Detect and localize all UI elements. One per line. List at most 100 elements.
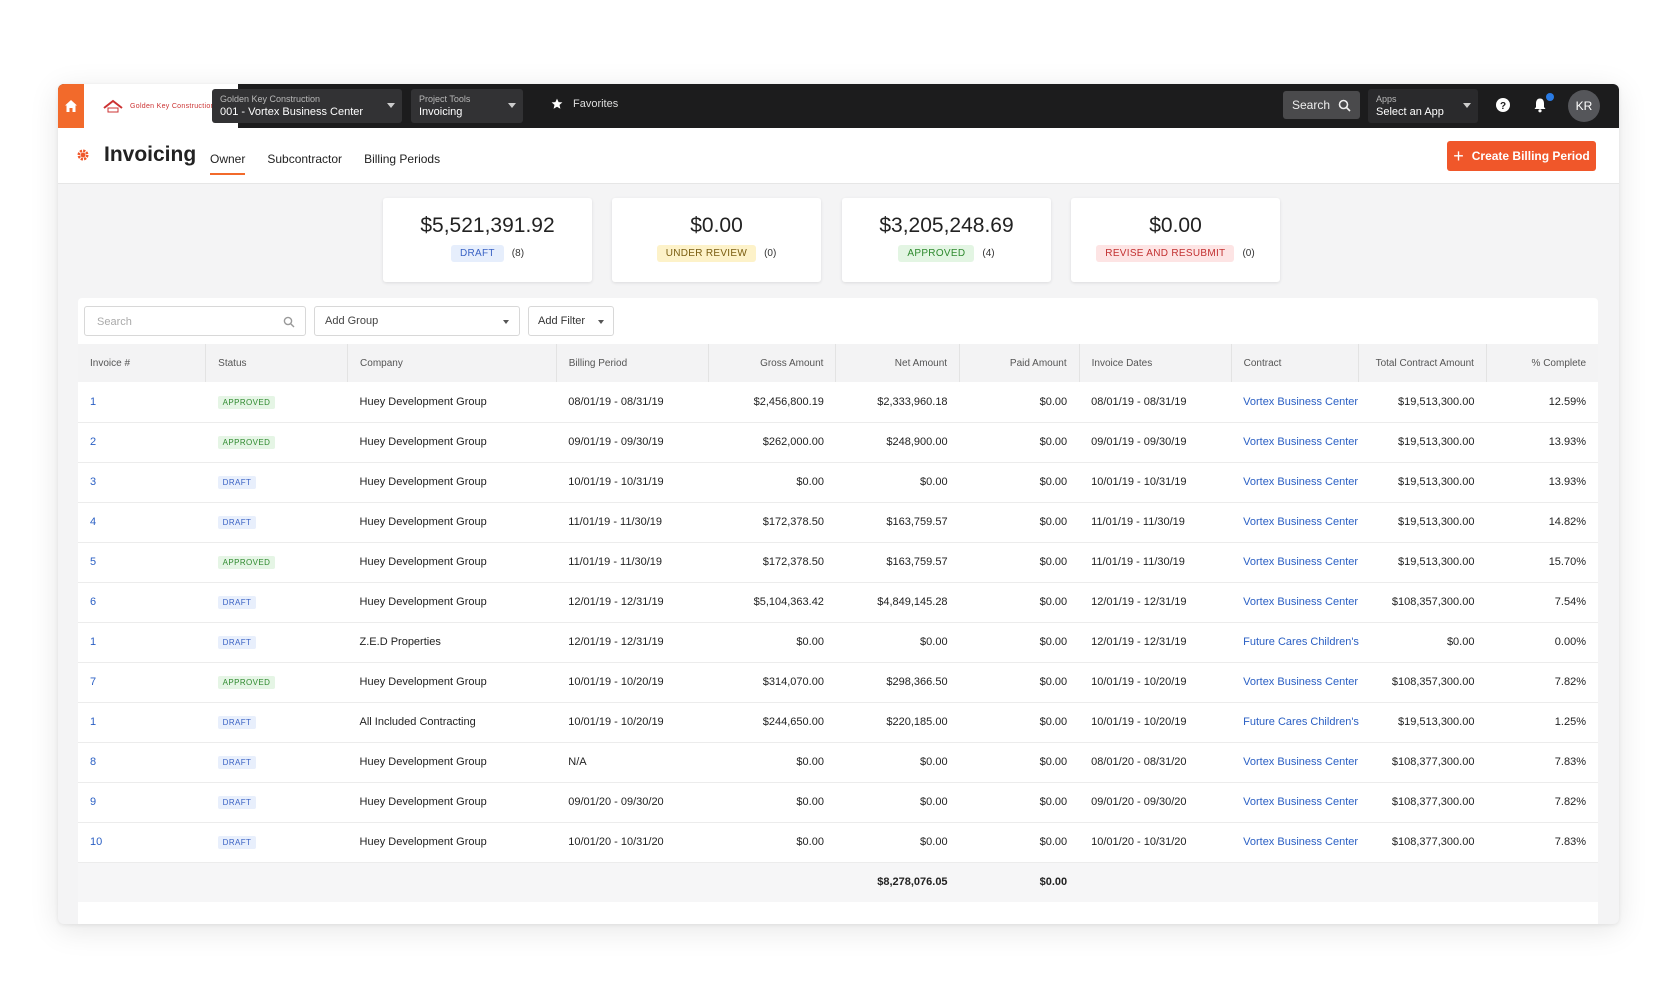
table-cell: 13.93% bbox=[1548, 476, 1586, 488]
summary-card-draft[interactable]: $5,521,391.92 DRAFT (8) bbox=[383, 198, 592, 282]
table-cell: 7.54% bbox=[1554, 596, 1586, 608]
project-selector-value: 001 - Vortex Business Center bbox=[220, 106, 364, 118]
table-row[interactable]: 3 DRAFT Huey Development Group 10/01/19 - 1… bbox=[78, 462, 1598, 502]
home-button[interactable] bbox=[58, 84, 84, 128]
table-cell: $19,513,300.00 bbox=[1398, 476, 1475, 488]
tab-subcontractor[interactable]: Subcontractor bbox=[267, 152, 343, 166]
table-cell: $19,513,300.00 bbox=[1398, 395, 1475, 408]
invoice-number-link[interactable]: 1 bbox=[90, 636, 97, 648]
invoice-number-link[interactable]: 5 bbox=[90, 556, 97, 568]
column-header[interactable]: % Complete bbox=[1531, 357, 1586, 369]
column-header[interactable]: Billing Period bbox=[556, 344, 709, 382]
contract-link[interactable]: Vortex Business Center bbox=[1243, 596, 1359, 608]
global-search-button[interactable]: Search bbox=[1283, 91, 1360, 119]
table-cell: $0.00 bbox=[796, 796, 824, 808]
tab-billing-periods[interactable]: Billing Periods bbox=[364, 152, 441, 166]
column-header[interactable]: Paid Amount bbox=[959, 344, 1080, 382]
table-row[interactable]: 9 DRAFT Huey Development Group 09/01/20 - 0… bbox=[78, 782, 1598, 822]
invoice-number-link[interactable]: 8 bbox=[90, 756, 97, 768]
table-row[interactable]: 10 DRAFT Huey Development Group 10/01/20 - … bbox=[78, 822, 1598, 862]
table-cell: $0.00 bbox=[1446, 636, 1475, 648]
column-header[interactable]: Contract bbox=[1231, 344, 1360, 382]
invoice-number-link[interactable]: 1 bbox=[90, 716, 97, 728]
table-cell: $19,513,300.00 bbox=[1398, 556, 1475, 568]
table-cell: $0.00 bbox=[1039, 716, 1068, 728]
add-group-select[interactable]: Add Group bbox=[314, 306, 520, 336]
table-body: 1 APPROVED Huey Development Group 08/01/19 … bbox=[78, 382, 1598, 902]
apps-selector[interactable]: Apps Select an App bbox=[1368, 89, 1478, 123]
table-cell: $19,513,300.00 bbox=[1398, 436, 1475, 448]
table-cell: 12/01/19 - 12/31/19 bbox=[1091, 596, 1187, 608]
create-billing-period-button[interactable]: + Create Billing Period bbox=[1447, 141, 1596, 171]
status-cell: DRAFT bbox=[206, 622, 348, 662]
contract-link[interactable]: Future Cares Children's bbox=[1243, 716, 1359, 728]
user-avatar[interactable]: KR bbox=[1568, 90, 1600, 122]
table-row[interactable]: 6 DRAFT Huey Development Group 12/01/19 - 1… bbox=[78, 582, 1598, 622]
contract-link[interactable]: Vortex Business Center bbox=[1243, 836, 1359, 848]
contract-link[interactable]: Vortex Business Center bbox=[1243, 516, 1359, 528]
invoice-number-link[interactable]: 9 bbox=[90, 796, 97, 808]
table-cell: 11/01/19 - 11/30/19 bbox=[568, 556, 663, 568]
favorites-label: Favorites bbox=[573, 98, 619, 110]
status-badge: DRAFT bbox=[217, 636, 257, 649]
table-cell: 7.82% bbox=[1554, 676, 1586, 688]
favorites-button[interactable]: Favorites bbox=[551, 98, 618, 110]
table-cell: Huey Development Group bbox=[359, 596, 487, 608]
table-search-input[interactable]: Search bbox=[84, 306, 306, 336]
column-header[interactable]: Net Amount bbox=[835, 344, 961, 382]
table-row[interactable]: 1 DRAFT Z.E.D Properties 12/01/19 - 12/31/1… bbox=[78, 622, 1598, 662]
table-row[interactable]: 4 DRAFT Huey Development Group 11/01/19 - 1… bbox=[78, 502, 1598, 542]
table-cell: $0.00 bbox=[796, 476, 824, 488]
column-header[interactable]: Status bbox=[205, 344, 349, 382]
invoice-number-link[interactable]: 7 bbox=[90, 676, 97, 688]
table-row[interactable]: 1 APPROVED Huey Development Group 08/01/19 … bbox=[78, 382, 1598, 422]
column-header[interactable]: Total Contract Amount bbox=[1358, 344, 1487, 382]
tab-owner[interactable]: Owner bbox=[210, 152, 246, 175]
bell-icon[interactable] bbox=[1532, 97, 1548, 113]
table-row[interactable]: 1 DRAFT All Included Contracting 10/01/19 -… bbox=[78, 702, 1598, 742]
contract-link[interactable]: Vortex Business Center bbox=[1243, 756, 1359, 768]
table-cell: 09/01/19 - 09/30/19 bbox=[568, 436, 664, 448]
table-cell: $0.00 bbox=[920, 836, 948, 848]
table-cell: $0.00 bbox=[796, 636, 824, 648]
invoice-number-link[interactable]: 2 bbox=[90, 436, 97, 448]
table-cell: 10/01/19 - 10/20/19 bbox=[1091, 676, 1187, 688]
column-header[interactable]: Invoice # bbox=[78, 344, 207, 382]
table-cell: 11/01/19 - 11/30/19 bbox=[1091, 556, 1185, 568]
invoice-number-link[interactable]: 4 bbox=[90, 516, 97, 528]
table-row[interactable]: 5 APPROVED Huey Development Group 11/01/19 … bbox=[78, 542, 1598, 582]
project-selector-caption: Golden Key Construction bbox=[220, 94, 321, 104]
table-row[interactable]: 8 DRAFT Huey Development Group N/A $0.00 $0.0… bbox=[78, 742, 1598, 782]
summary-card-revise-and-resubmit[interactable]: $0.00 REVISE AND RESUBMIT (0) bbox=[1071, 198, 1280, 282]
contract-link[interactable]: Vortex Business Center bbox=[1243, 556, 1359, 568]
app-window: Golden Key Construction Golden Key Const… bbox=[58, 84, 1619, 924]
summary-card-approved[interactable]: $3,205,248.69 APPROVED (4) bbox=[842, 198, 1051, 282]
column-header[interactable]: Gross Amount bbox=[708, 344, 837, 382]
invoice-number-link[interactable]: 3 bbox=[90, 476, 97, 488]
table-cell: 10/01/19 - 10/31/19 bbox=[1091, 476, 1187, 488]
contract-link[interactable]: Vortex Business Center bbox=[1243, 436, 1359, 448]
column-header[interactable]: Invoice Dates bbox=[1079, 344, 1232, 382]
add-filter-button[interactable]: Add Filter bbox=[528, 306, 614, 336]
status-cell: DRAFT bbox=[206, 742, 348, 782]
invoice-number-link[interactable]: 1 bbox=[90, 395, 97, 408]
table-cell: 11/01/19 - 11/30/19 bbox=[1091, 516, 1185, 528]
totals-row: $8,278,076.05 $0.00 bbox=[78, 862, 1598, 902]
table-row[interactable]: 2 APPROVED Huey Development Group 09/01/19 … bbox=[78, 422, 1598, 462]
invoice-number-link[interactable]: 10 bbox=[90, 836, 103, 848]
column-header[interactable]: Company bbox=[347, 344, 557, 382]
project-tools-selector[interactable]: Project Tools Invoicing bbox=[411, 89, 523, 123]
contract-link[interactable]: Future Cares Children's bbox=[1243, 636, 1359, 648]
table-row[interactable]: 7 APPROVED Huey Development Group 10/01/19 … bbox=[78, 662, 1598, 702]
help-icon[interactable]: ? bbox=[1495, 97, 1511, 113]
contract-link[interactable]: Vortex Business Center bbox=[1243, 395, 1359, 408]
status-cell: APPROVED bbox=[206, 382, 348, 422]
contract-link[interactable]: Vortex Business Center bbox=[1243, 676, 1359, 688]
contract-link[interactable]: Vortex Business Center bbox=[1243, 796, 1359, 808]
chevron-down-icon bbox=[387, 103, 395, 108]
contract-link[interactable]: Vortex Business Center bbox=[1243, 476, 1359, 488]
invoice-number-link[interactable]: 6 bbox=[90, 596, 97, 608]
project-selector[interactable]: Golden Key Construction 001 - Vortex Bus… bbox=[212, 89, 402, 123]
summary-card-under-review[interactable]: $0.00 UNDER REVIEW (0) bbox=[612, 198, 821, 282]
empty-cell bbox=[1486, 862, 1598, 902]
